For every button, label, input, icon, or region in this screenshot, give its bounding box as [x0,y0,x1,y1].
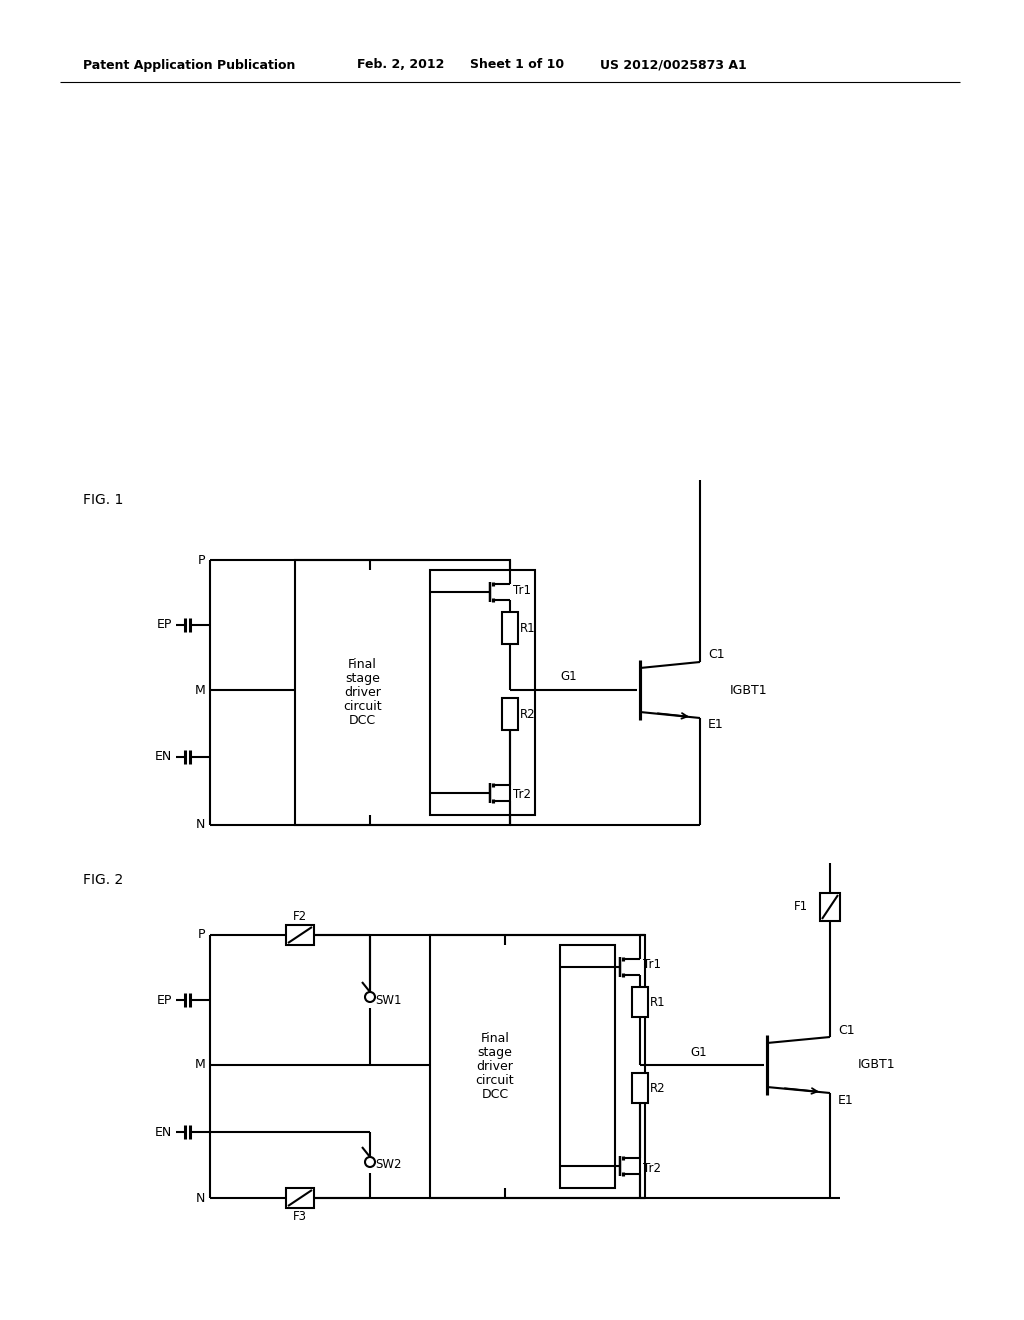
Text: Feb. 2, 2012: Feb. 2, 2012 [357,58,444,71]
Bar [295,560,510,825]
Bar [430,935,645,1199]
Text: EN: EN [155,1126,172,1138]
Text: E1: E1 [708,718,724,731]
Text: Tr2: Tr2 [513,788,531,801]
Text: FIG. 1: FIG. 1 [83,492,123,507]
Bar [286,1188,314,1208]
Bar [502,698,518,730]
Text: DCC: DCC [349,714,376,727]
Text: stage: stage [345,672,380,685]
Text: US 2012/0025873 A1: US 2012/0025873 A1 [600,58,746,71]
Text: circuit: circuit [343,700,382,713]
Bar [502,612,518,644]
Text: Tr2: Tr2 [643,1162,662,1175]
Text: EP: EP [157,619,172,631]
Bar [820,894,840,921]
Text: C1: C1 [838,1023,855,1036]
Text: SW1: SW1 [375,994,401,1006]
Text: R2: R2 [520,708,536,721]
Text: G1: G1 [690,1045,707,1059]
Text: C1: C1 [708,648,725,661]
Text: P: P [198,928,205,941]
Text: M: M [195,684,205,697]
Text: IGBT1: IGBT1 [730,684,768,697]
Text: stage: stage [477,1045,512,1059]
Text: P: P [198,553,205,566]
Text: DCC: DCC [481,1088,509,1101]
Text: EP: EP [157,994,172,1006]
Text: F2: F2 [293,911,307,924]
Text: F1: F1 [794,900,808,913]
Text: SW2: SW2 [375,1159,401,1172]
Text: G1: G1 [560,671,577,684]
Text: R1: R1 [650,995,666,1008]
Text: Tr1: Tr1 [513,583,531,597]
Bar [632,1073,648,1104]
Text: FIG. 2: FIG. 2 [83,873,123,887]
Bar [430,570,535,814]
Text: Final: Final [480,1032,509,1045]
Text: Tr1: Tr1 [643,958,662,972]
Text: driver: driver [344,686,381,700]
Text: N: N [196,818,205,832]
Text: F3: F3 [293,1209,307,1222]
Bar [286,925,314,945]
Bar [560,945,615,1188]
Text: N: N [196,1192,205,1204]
Text: E1: E1 [838,1093,854,1106]
Text: M: M [195,1059,205,1072]
Text: Patent Application Publication: Patent Application Publication [83,58,295,71]
Bar [632,987,648,1016]
Text: R2: R2 [650,1081,666,1094]
Text: Final: Final [348,657,377,671]
Text: R1: R1 [520,622,536,635]
Text: Sheet 1 of 10: Sheet 1 of 10 [470,58,564,71]
Text: IGBT1: IGBT1 [858,1059,896,1072]
Text: circuit: circuit [476,1074,514,1086]
Text: EN: EN [155,751,172,763]
Text: driver: driver [476,1060,513,1073]
